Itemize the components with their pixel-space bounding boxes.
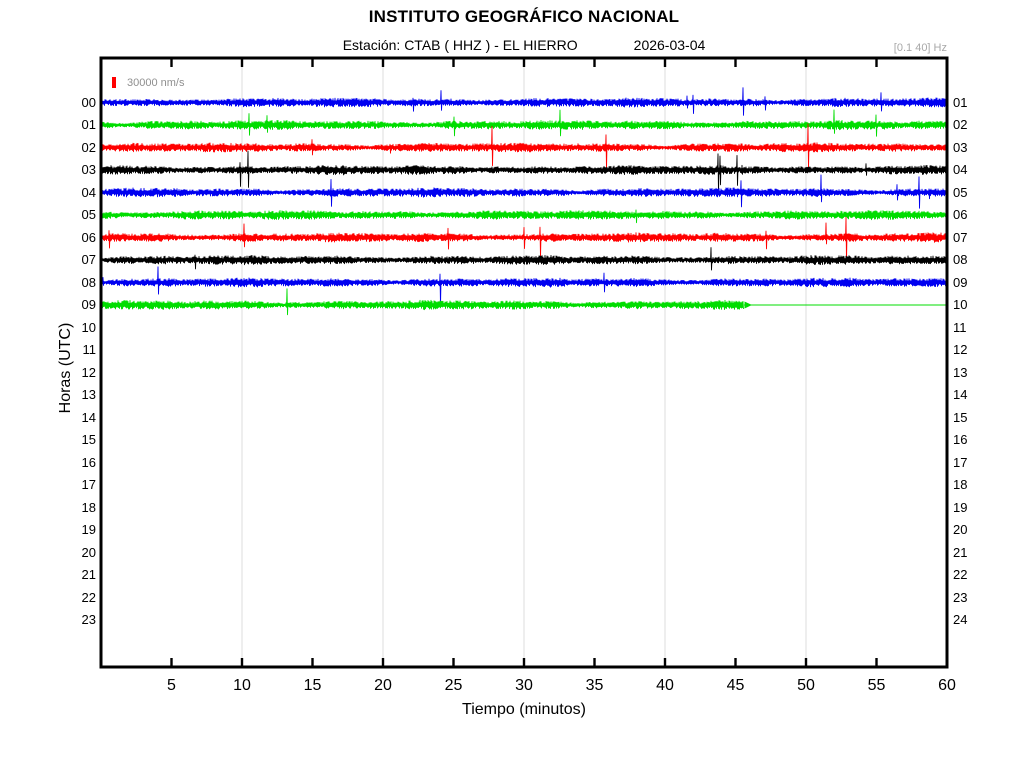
page-title: INSTITUTO GEOGRÁFICO NACIONAL xyxy=(368,7,680,26)
x-axis-title: Tiempo (minutos) xyxy=(462,701,586,718)
scale-label: 30000 nm/s xyxy=(127,77,185,89)
trace-hour-04 xyxy=(101,174,948,209)
station-label: Estación: CTAB ( HHZ ) - EL HIERRO xyxy=(342,37,578,53)
scale-marker-icon xyxy=(112,77,116,88)
plot-border xyxy=(99,56,949,669)
trace-hour-06 xyxy=(101,217,948,262)
trace-hour-08 xyxy=(101,266,948,306)
trace-hour-02 xyxy=(101,123,948,170)
trace-hour-09 xyxy=(101,288,744,316)
y-axis-title: Horas (UTC) xyxy=(57,322,74,414)
trace-hour-01 xyxy=(101,109,948,137)
trace-hour-03 xyxy=(101,150,948,194)
date-label: 2026-03-04 xyxy=(633,37,706,53)
filter-band-label: [0.1 40] Hz xyxy=(893,42,947,54)
trace-hour-07 xyxy=(101,247,948,271)
station-header: Estación: CTAB ( HHZ ) - EL HIERRO 2026-0… xyxy=(101,37,947,53)
trace-hour-05 xyxy=(101,209,948,224)
trace-hour-00 xyxy=(101,87,948,116)
